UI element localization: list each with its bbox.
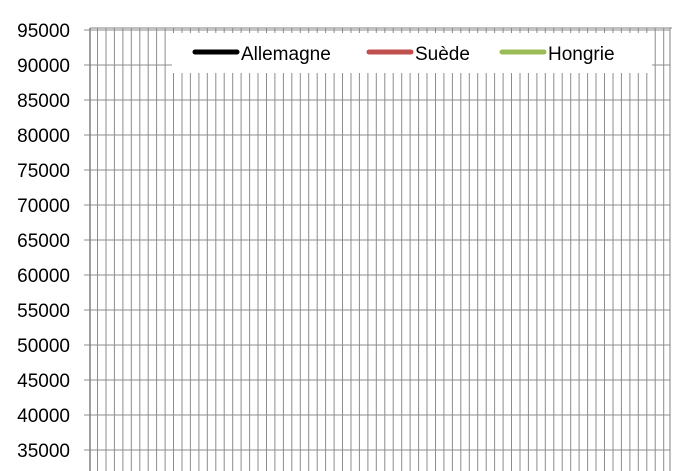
- y-tick-label: 35000: [17, 441, 70, 462]
- legend-label-1: Allemagne: [241, 44, 331, 65]
- vertical-gridlines: [97, 28, 665, 471]
- y-axis-tick-labels: 95000 90000 85000 80000 75000 70000 65000 60000…: [17, 21, 70, 462]
- y-tick-label: 50000: [17, 336, 70, 357]
- y-tick-label: 90000: [17, 56, 70, 77]
- legend-label-3: Hongrie: [548, 44, 615, 65]
- horizontal-gridlines: [84, 29, 670, 451]
- y-tick-label: 65000: [17, 231, 70, 252]
- y-tick-label: 55000: [17, 301, 70, 322]
- y-tick-label: 75000: [17, 161, 70, 182]
- y-tick-label: 40000: [17, 406, 70, 427]
- plot-area: [90, 28, 670, 471]
- y-tick-label: 95000: [17, 21, 70, 42]
- y-tick-label: 45000: [17, 371, 70, 392]
- y-tick-label: 80000: [17, 126, 70, 147]
- y-tick-label: 85000: [17, 91, 70, 112]
- y-tick-label: 60000: [17, 266, 70, 287]
- y-tick-label: 70000: [17, 196, 70, 217]
- legend-label-2: Suède: [415, 44, 470, 65]
- legend: Allemagne Suède Hongrie: [172, 33, 652, 73]
